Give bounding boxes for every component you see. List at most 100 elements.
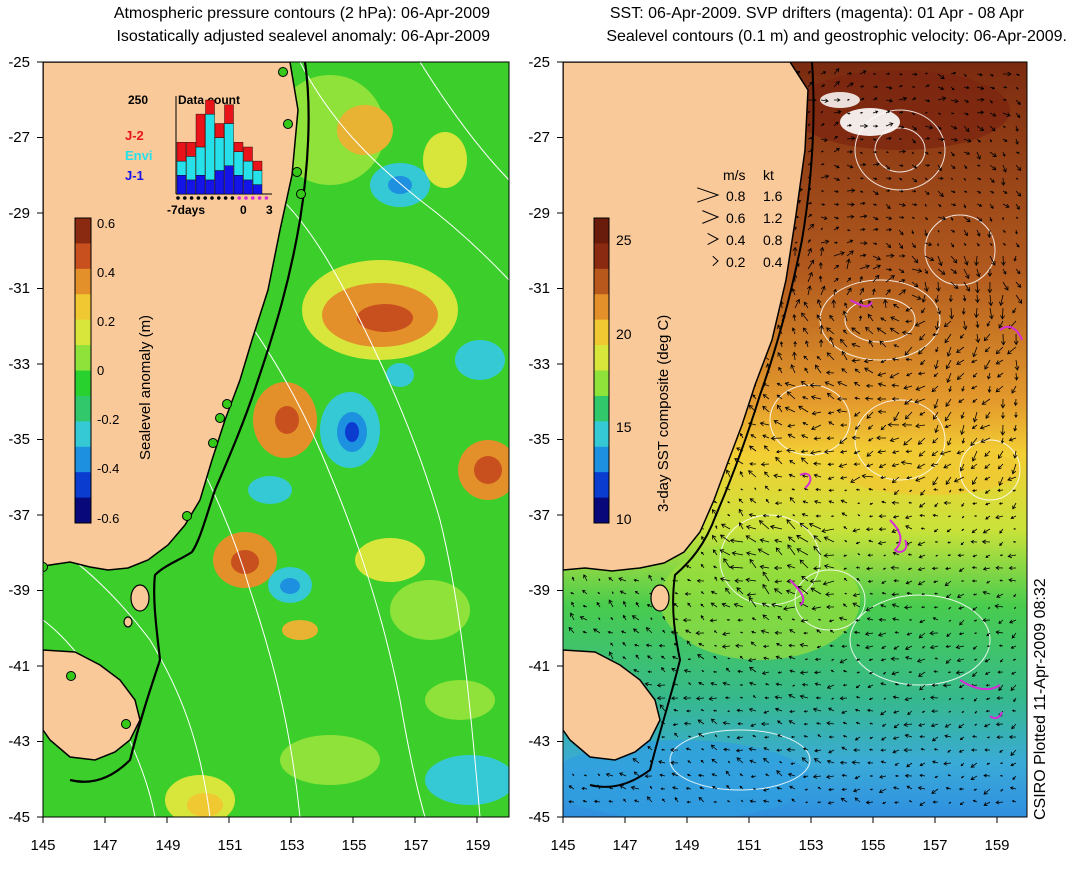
velocity-arrow [877,632,887,637]
velocity-legend-kt-header: kt [763,167,774,183]
velocity-arrow [597,773,601,777]
velocity-arrow [989,203,994,209]
velocity-arrow [660,577,666,582]
velocity-arrow [872,97,878,101]
velocity-arrow [818,339,824,348]
velocity-arrow [945,786,952,790]
velocity-arrow [859,97,865,101]
velocity-arrow [843,526,848,530]
velocity-arrow [905,656,913,660]
velocity-arrow [914,398,926,404]
cbar-right-tick-2: 20 [616,326,632,342]
velocity-arrow [887,422,900,428]
inset-day-dot [244,196,248,200]
velocity-arrow [713,565,718,569]
velocity-arrow [801,683,809,687]
velocity-arrow [762,571,770,582]
velocity-arrow [973,697,978,702]
velocity-arrow [719,534,731,543]
velocity-arrow [937,307,941,315]
velocity-arrow [998,644,1004,647]
velocity-arrow [828,500,835,504]
velocity-arrow [1014,359,1020,371]
velocity-arrow [841,746,848,751]
velocity-arrow [892,749,900,754]
velocity-arrow [894,774,900,778]
velocity-arrow [922,697,926,700]
velocity-arrow [828,488,835,492]
velocity-arrow [816,645,822,649]
velocity-arrow [881,645,887,649]
velocity-arrow [833,110,842,115]
velocity-arrow [937,164,942,172]
velocity-arrow [869,774,874,778]
velocity-arrow [866,450,874,457]
velocity-arrow [658,644,666,648]
velocity-arrow [817,734,822,738]
velocity-arrow [731,551,744,556]
velocity-arrow [889,437,900,443]
velocity-arrow [841,512,848,517]
velocity-arrow [999,749,1004,753]
velocity-arrow [976,72,983,77]
velocity-arrow [803,631,809,635]
sealevel-colorbar-label: Sealevel anomaly (m) [137,315,154,460]
velocity-arrow [775,456,783,465]
colorbar-swatch [75,268,91,295]
velocity-arrow [868,437,874,442]
velocity-arrow [921,606,926,609]
velocity-arrow [807,259,815,270]
velocity-arrow [972,554,978,558]
velocity-arrow [842,721,848,725]
velocity-arrow [872,274,880,283]
velocity-arrow [763,788,770,792]
velocity-arrow [815,696,822,700]
velocity-arrow [872,138,877,141]
velocity-arrow [864,631,874,636]
velocity-arrow [876,396,887,402]
velocity-arrow [1014,372,1019,381]
velocity-arrow [833,226,840,231]
velocity-arrow [880,475,887,480]
velocity-arrow [748,445,757,452]
velocity-arrow [749,759,757,764]
velocity-arrow [917,580,926,586]
velocity-arrow [908,800,913,803]
velocity-arrow [865,800,874,805]
velocity-arrow [853,382,861,387]
velocity-arrow [853,411,861,417]
velocity-arrow [911,229,914,235]
velocity-arrow [872,73,877,76]
velocity-arrow [937,112,941,115]
velocity-arrow [598,578,601,582]
velocity-arrow [790,364,796,374]
velocity-arrow [918,723,926,727]
velocity-arrow [904,696,913,702]
velocity-arrow [647,655,653,660]
lat-label: -37 [8,507,30,524]
velocity-arrow [894,801,900,804]
velocity-arrow [931,450,939,457]
velocity-arrow [737,722,744,726]
velocity-arrow [948,801,952,804]
velocity-arrow [748,470,757,478]
velocity-arrow [774,707,783,712]
velocity-arrow [984,463,991,469]
velocity-arrow [763,445,770,452]
velocity-arrow [846,82,854,88]
velocity-arrow [898,242,904,250]
inset-bar-j1 [243,179,253,195]
velocity-arrow [1002,216,1005,221]
velocity-arrow [760,629,770,634]
right-map-title-line1: SST: 06-Apr-2009. SVP drifters (magenta)… [609,5,1024,22]
velocity-arrow [777,734,783,738]
velocity-arrow [719,577,731,582]
velocity-arrow [859,275,863,283]
velocity-arrow [868,539,874,543]
velocity-legend-row3-kt: 0.8 [763,232,783,248]
velocity-arrow [752,695,757,699]
inset-bar-j1 [205,179,215,195]
velocity-arrow [813,670,822,675]
inset-day-dot [196,196,201,200]
velocity-arrow [922,645,926,649]
